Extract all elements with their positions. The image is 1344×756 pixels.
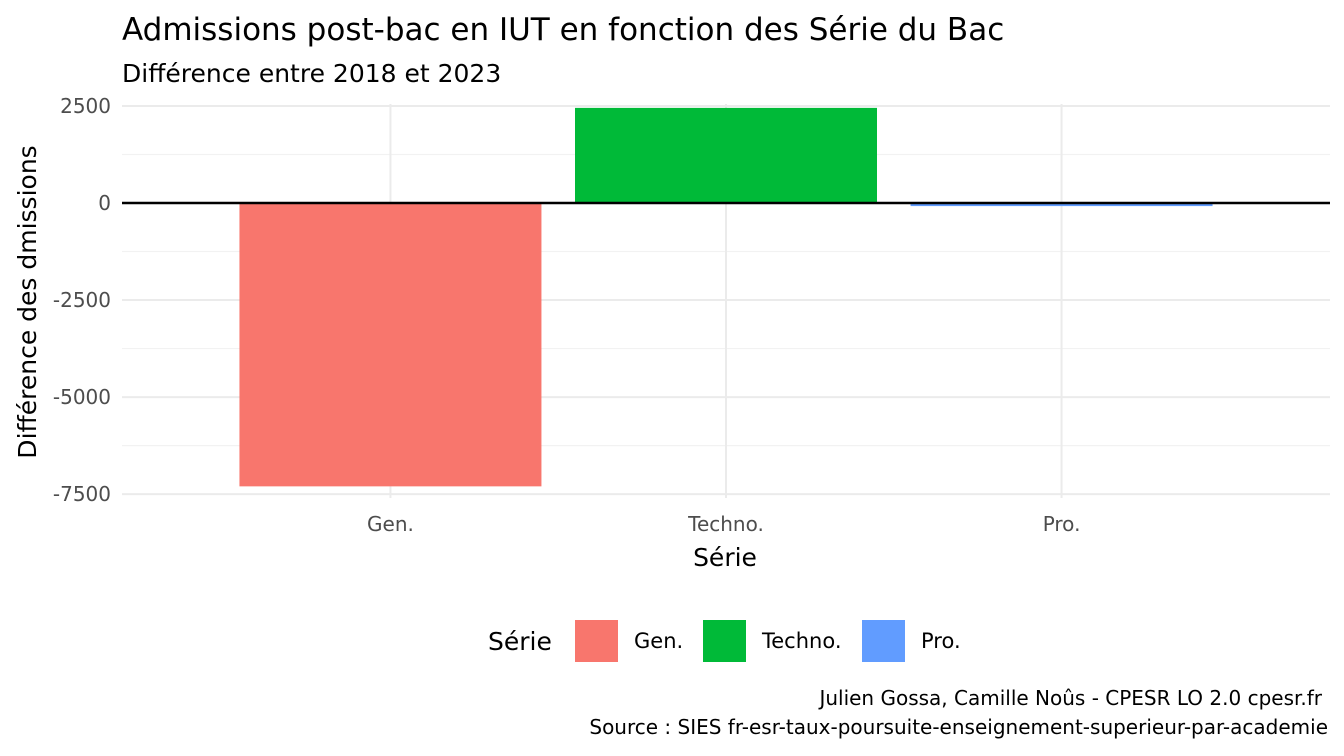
bar-2	[910, 202, 1213, 207]
caption-source: Source : SIES fr-esr-taux-poursuite-ense…	[589, 715, 1328, 739]
y-tick-label: -5000	[53, 385, 111, 409]
legend-label: Pro.	[921, 629, 961, 653]
bar-1	[575, 107, 877, 203]
y-axis-title: Différence des dmissions	[13, 145, 42, 458]
x-axis-ticks: Gen. Techno. Pro.	[367, 512, 1080, 536]
legend-label: Techno.	[761, 629, 842, 653]
legend-title: Série	[488, 627, 552, 656]
legend-label: Gen.	[634, 629, 683, 653]
x-axis-title: Série	[693, 543, 757, 572]
chart-subtitle: Différence entre 2018 et 2023	[122, 59, 501, 88]
y-tick-label: -7500	[53, 482, 111, 506]
y-tick-label: 2500	[60, 94, 111, 118]
legend-key-1	[703, 620, 746, 662]
legend-key-2	[862, 620, 905, 662]
y-tick-label: -2500	[53, 288, 111, 312]
legend-key-0	[575, 620, 618, 662]
x-tick-label: Gen.	[367, 512, 414, 536]
legend: Série Gen. Techno. Pro.	[488, 620, 961, 662]
x-tick-label: Techno.	[687, 512, 764, 536]
caption-credits: Julien Gossa, Camille Noûs - CPESR LO 2.…	[817, 686, 1322, 710]
y-axis-ticks: 2500 0 -2500 -5000 -7500	[53, 94, 111, 506]
x-tick-label: Pro.	[1043, 512, 1081, 536]
bars	[239, 107, 1213, 487]
chart-title: Admissions post-bac en IUT en fonction d…	[122, 12, 1004, 48]
y-tick-label: 0	[98, 191, 111, 215]
bar-0	[239, 202, 542, 487]
